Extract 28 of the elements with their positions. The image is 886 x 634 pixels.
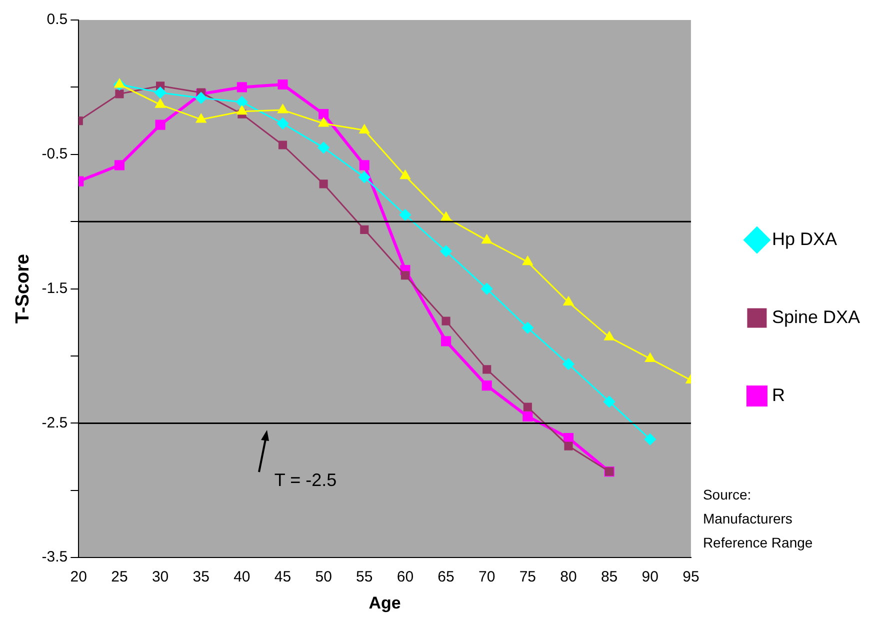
y-tick-label: -2.5: [42, 414, 68, 432]
x-tick-label: 60: [396, 568, 414, 586]
x-tick-label: 55: [356, 568, 373, 586]
x-tick-label: 95: [682, 568, 700, 586]
legend-label: Spine DXA: [772, 306, 860, 327]
legend-label: R: [772, 384, 785, 405]
x-tick-label: 70: [478, 568, 496, 586]
y-tick-label: -1.5: [42, 280, 68, 297]
source-note: Source: Manufacturers Reference Range: [702, 486, 813, 550]
y-tick-label: -3.5: [42, 548, 68, 566]
x-tick-label: 30: [152, 568, 169, 586]
x-tick-label: 35: [192, 568, 210, 586]
x-tick-label: 20: [70, 568, 87, 586]
y-tick-label: 0.5: [46, 11, 68, 28]
x-tick-label: 80: [560, 568, 577, 586]
x-tick-label: 40: [234, 568, 250, 586]
x-tick-label: 85: [600, 568, 618, 586]
x-tick-label: 45: [274, 568, 292, 586]
x-tick-label: 50: [315, 568, 332, 586]
y-axis-title: T-Score: [12, 254, 34, 324]
x-tick-label: 75: [519, 568, 536, 586]
x-tick-label: 65: [438, 568, 454, 586]
x-axis-title: Age: [368, 593, 401, 612]
annotation: T = -2.5: [274, 470, 337, 490]
y-tick-label: -0.5: [42, 146, 68, 163]
legend-label: Hp DXA: [772, 228, 837, 249]
x-tick-label: 25: [111, 568, 128, 586]
x-tick-label: 90: [642, 568, 658, 586]
